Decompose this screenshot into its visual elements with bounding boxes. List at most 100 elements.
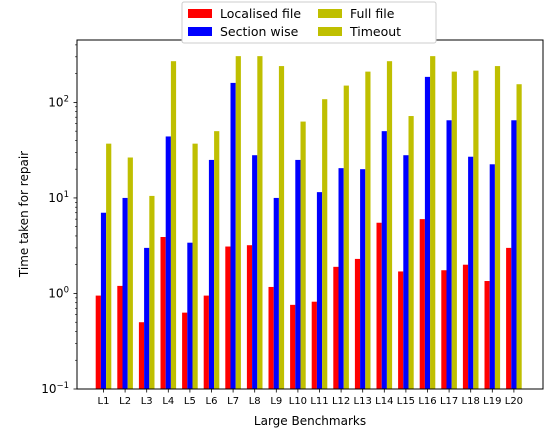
bar-L3-full-file [149,195,155,389]
bar-L4-section-wise [165,136,171,389]
bar-L20-full-file [516,84,522,389]
legend-swatch-full-file [318,9,342,18]
bar-L4-full-file [170,61,177,390]
bar-L19-section-wise [489,164,495,389]
legend-label-section-wise: Section wise [220,24,299,39]
bar-L17-localised-file [441,270,447,389]
bar-L9-localised-file [268,286,274,389]
x-tick-label: L6 [206,396,218,407]
bars-layer [95,56,522,390]
bar-L12-localised-file [333,266,339,389]
bar-L1-full-file [106,143,112,389]
bar-L16-full-file [430,56,436,389]
bar-L5-full-file [192,143,198,389]
legend-label-localised-file: Localised file [220,6,301,21]
y-axis-ticks: 10−1 100 101 102 [41,44,77,396]
bar-L20-section-wise [511,120,517,389]
x-tick-label: L20 [505,396,523,407]
legend-label-full-file: Full file [350,6,395,21]
x-tick-label: L15 [397,396,415,407]
x-tick-label: L12 [332,396,350,407]
bar-L10-localised-file [290,304,296,389]
legend-swatch-timeout [318,27,342,36]
bar-L19-localised-file [484,281,490,389]
bar-L7-full-file [235,56,241,389]
bar-L3-section-wise [144,247,150,389]
bar-L13-section-wise [360,169,366,389]
bar-L7-localised-file [225,246,231,389]
legend-label-timeout: Timeout [349,24,401,39]
x-tick-label: L19 [483,396,501,407]
bar-L7-section-wise [230,82,236,390]
bar-L6-localised-file [203,295,209,389]
x-tick-label: L17 [440,396,458,407]
bar-L6-section-wise [208,159,215,389]
x-tick-label: L18 [462,396,480,407]
bar-L15-full-file [408,116,414,390]
bar-L11-full-file [322,99,328,390]
x-tick-label: L1 [98,396,110,407]
legend-box [181,1,437,44]
x-tick-label: L4 [162,396,174,407]
y-tick-label: 10−1 [41,381,69,396]
x-tick-label: L9 [270,396,282,407]
bar-L9-section-wise [273,197,279,389]
bar-L6-full-file [214,131,220,389]
x-tick-label: L16 [418,396,436,407]
bar-L14-full-file [386,61,393,390]
y-tick-label: 101 [48,190,69,205]
y-tick-label: 102 [48,94,69,109]
bar-L11-section-wise [316,192,323,389]
y-axis-label: Time taken for repair [17,151,31,278]
bar-L15-section-wise [403,155,409,389]
x-tick-label: L11 [310,396,328,407]
bar-L14-section-wise [381,131,387,389]
bar-L3-localised-file [138,322,145,389]
y-tick-label: 100 [48,285,69,300]
bar-L18-localised-file [462,264,469,389]
x-tick-label: L10 [289,396,307,407]
x-tick-label: L2 [119,396,131,407]
x-tick-label: L7 [227,396,239,407]
bar-L17-section-wise [446,120,452,389]
bar-L19-full-file [494,66,501,390]
x-axis-ticks: L1 L2 L3 L4 L5 L6 L7 L8 L9 L10 L11 L12 L13 L14 L15 L16 L… [98,389,523,407]
x-tick-label: L3 [141,396,153,407]
bar-L10-full-file [300,121,306,390]
x-tick-label: L8 [249,396,261,407]
bar-L18-section-wise [468,156,474,389]
x-tick-label: L5 [184,396,196,407]
bar-L14-localised-file [376,222,382,389]
bar-L16-section-wise [424,76,431,389]
legend-swatch-localised-file [188,9,212,18]
bar-L8-full-file [257,56,263,389]
bar-L1-section-wise [100,212,107,389]
x-tick-label: L13 [354,396,372,407]
x-tick-label: L14 [375,396,393,407]
bar-L15-localised-file [398,271,404,389]
bar-L5-section-wise [187,242,193,389]
bar-L2-section-wise [122,197,128,389]
bar-L4-localised-file [160,237,166,389]
bar-L20-localised-file [506,247,512,389]
legend: Localised file Section wise Full file Timeo… [181,1,437,44]
x-axis-label: Large Benchmarks [254,414,366,428]
bar-L13-full-file [365,71,371,390]
bar-L11-localised-file [311,301,317,389]
bar-L2-localised-file [117,285,123,389]
bar-L5-localised-file [182,312,188,389]
bar-L12-full-file [343,85,349,390]
bar-L8-section-wise [252,155,258,389]
bar-L9-full-file [278,66,285,390]
bar-L12-section-wise [338,168,344,389]
bar-L18-full-file [473,70,479,390]
bar-L8-localised-file [246,245,253,389]
bar-L10-section-wise [295,159,301,389]
legend-swatch-section-wise [188,27,212,36]
bar-L17-full-file [451,71,457,390]
bar-L16-localised-file [419,219,425,389]
bar-L1-localised-file [95,295,101,389]
bar-L2-full-file [127,157,133,389]
bar-L13-localised-file [354,258,361,389]
